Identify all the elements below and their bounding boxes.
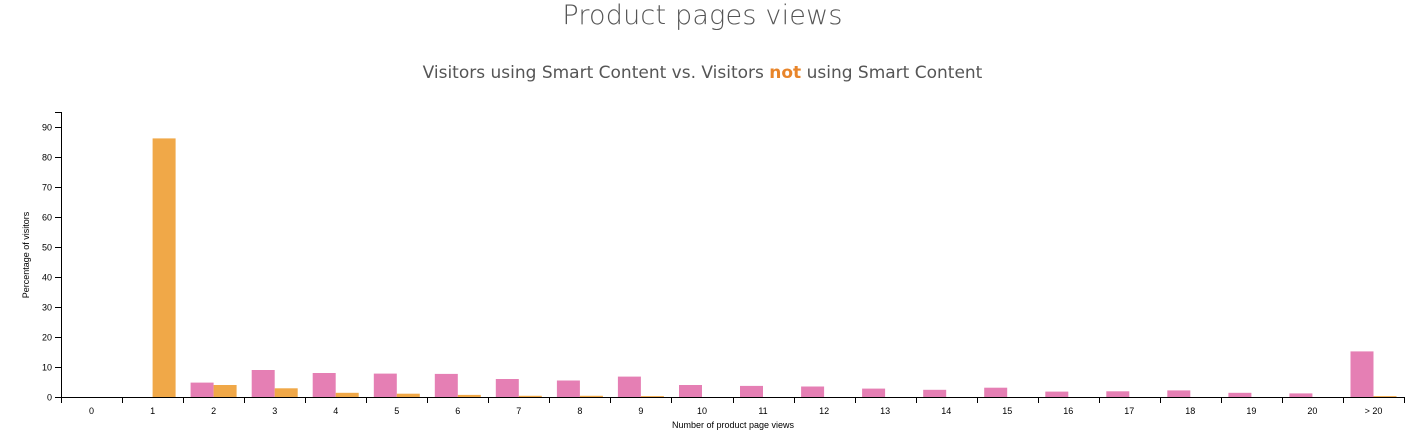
bar-smart-12 (801, 386, 825, 397)
bar-smart-7 (495, 379, 519, 397)
y-tick-label-40: 40 (42, 273, 52, 283)
bar-smart-6 (434, 373, 458, 397)
bar-smart-13 (862, 388, 886, 397)
chart-title: Product pages views (562, 0, 843, 31)
subtitle-part1: Visitors using Smart Content vs. Visitor… (422, 63, 770, 83)
bar-not-3 (274, 388, 298, 397)
x-tick-label-11: 11 (758, 406, 767, 416)
bar-not-8 (579, 395, 603, 397)
bar-smart-14 (923, 389, 947, 397)
bar-not-1 (152, 138, 176, 397)
x-tick-label-3: 3 (272, 406, 277, 416)
x-tick-label-16: 16 (1063, 406, 1073, 416)
x-tick-label-8: 8 (577, 406, 582, 416)
bar-smart-18 (1167, 390, 1191, 397)
bar-smart-8 (556, 380, 580, 397)
bars-group (152, 138, 1397, 397)
y-tick-label-30: 30 (42, 303, 52, 313)
x-tick-label-0: 0 (89, 406, 94, 416)
y-tick-label-0: 0 (47, 393, 52, 403)
bar-not-7 (518, 395, 542, 397)
y-tick-label-50: 50 (42, 243, 52, 253)
y-tick-label-90: 90 (42, 123, 52, 133)
x-tick-label-6: 6 (455, 406, 460, 416)
x-tick-label-14: 14 (941, 406, 951, 416)
subtitle-part2: using Smart Content (801, 63, 983, 83)
x-tick-label-2: 2 (211, 406, 216, 416)
y-tick-label-10: 10 (42, 363, 52, 373)
x-tick-label-9: 9 (638, 406, 643, 416)
bar-smart-9 (617, 376, 641, 397)
bar-smart-4 (312, 373, 336, 397)
bar-smart-21 (1350, 351, 1374, 397)
x-axis-label: Number of product page views (672, 420, 795, 430)
bar-smart-3 (251, 370, 275, 397)
y-tick-label-60: 60 (42, 213, 52, 223)
chart-subtitle: Visitors using Smart Content vs. Visitor… (0, 63, 1405, 83)
bar-not-4 (335, 392, 359, 397)
bar-smart-16 (1045, 391, 1069, 397)
x-tick-label-20: 20 (1307, 406, 1317, 416)
bar-smart-2 (190, 382, 214, 397)
x-tick-label-5: 5 (394, 406, 399, 416)
x-tick-label-1: 1 (150, 406, 155, 416)
bar-smart-15 (984, 387, 1008, 397)
y-tick-label-20: 20 (42, 333, 52, 343)
x-tick-label-19: 19 (1246, 406, 1256, 416)
bar-not-21 (1373, 396, 1397, 397)
bar-smart-19 (1228, 392, 1252, 397)
subtitle-highlight: not (769, 63, 802, 83)
y-axis-label: Percentage of visitors (21, 211, 31, 298)
x-tick-label-21: > 20 (1365, 406, 1383, 416)
x-tick-label-17: 17 (1124, 406, 1134, 416)
bar-not-6 (457, 394, 481, 397)
bar-not-9 (640, 396, 664, 397)
bar-not-2 (213, 385, 237, 397)
x-axis: 0 1 2 3 4 5 6 7 8 9 10 11 12 13 14 15 16 17 18 19 20 > 20 (61, 397, 1405, 416)
bar-not-5 (396, 393, 420, 397)
x-tick-label-15: 15 (1002, 406, 1012, 416)
y-axis: 0 10 20 30 40 50 60 70 80 90 (42, 112, 62, 403)
y-tick-label-80: 80 (42, 153, 52, 163)
x-tick-label-4: 4 (333, 406, 338, 416)
bar-smart-20 (1289, 393, 1313, 397)
bar-smart-10 (679, 385, 702, 397)
x-tick-label-18: 18 (1185, 406, 1195, 416)
x-tick-label-10: 10 (697, 406, 707, 416)
x-tick-label-7: 7 (516, 406, 521, 416)
x-tick-label-13: 13 (880, 406, 890, 416)
bar-smart-17 (1106, 391, 1130, 397)
bar-smart-11 (740, 385, 763, 397)
bar-smart-5 (373, 373, 397, 397)
x-tick-label-12: 12 (819, 406, 829, 416)
y-tick-label-70: 70 (42, 183, 52, 193)
